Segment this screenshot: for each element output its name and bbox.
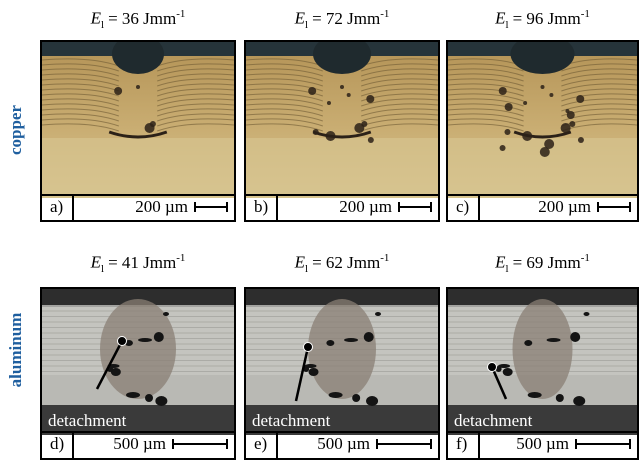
panel-letter: f) [456,434,467,454]
scale-label: 200 µm [339,197,432,217]
symbol: E [295,9,305,28]
scale-text: 200 µm [339,197,392,217]
scale-text: 200 µm [538,197,591,217]
superscript: -1 [380,252,389,264]
equation-text: = 69 Jmm [513,253,581,272]
micrograph-panel: c) 200 µm [446,40,639,222]
scale-strip: c) 200 µm [448,194,637,220]
scale-bar [575,439,631,449]
subscript: l [101,263,104,275]
row-label: aluminum [6,313,26,388]
panel-header: El = 72 Jmm-1 [244,8,440,31]
subscript: l [506,263,509,275]
scale-label: 500 µm [113,434,228,454]
scale-text: 500 µm [113,434,166,454]
separator [72,196,74,220]
micrograph-panel: b) 200 µm [244,40,440,222]
scale-text: 500 µm [317,434,370,454]
scale-bar [194,202,228,212]
separator [276,196,278,220]
micrograph-panel: a) 200 µm [40,40,236,222]
scale-strip: e) 500 µm [246,431,438,458]
superscript: -1 [380,8,389,20]
equation-text: = 36 Jmm [108,9,176,28]
panel-letter: b) [254,197,268,217]
scale-text: 500 µm [516,434,569,454]
scale-strip: a) 200 µm [42,194,234,220]
micrograph-panel: detachment d) 500 µm [40,287,236,460]
panel-letter: c) [456,197,469,217]
subscript: l [305,263,308,275]
superscript: -1 [176,252,185,264]
separator [478,433,480,458]
figure: copperEl= 36 Jmm-1a)200 µmEl= 72 Jmm-1b)… [0,0,639,463]
scale-label: 500 µm [516,434,631,454]
row-label: copper [6,105,26,155]
scale-bar [172,439,228,449]
micrograph [246,42,438,198]
scale-strip: d) 500 µm [42,431,234,458]
micrograph [448,42,637,198]
scale-bar [398,202,432,212]
panel-letter: d) [50,434,64,454]
superscript: -1 [581,8,590,20]
subscript: l [101,19,104,31]
symbol: E [295,253,305,272]
panel-header: El = 62 Jmm-1 [244,252,440,275]
scale-bar [376,439,432,449]
annotation: detachment [454,411,532,431]
panel-header: El = 69 Jmm-1 [446,252,639,275]
panel-header: El = 36 Jmm-1 [40,8,236,31]
panel-letter: e) [254,434,267,454]
scale-label: 200 µm [538,197,631,217]
scale-label: 200 µm [135,197,228,217]
panel-header: El = 96 Jmm-1 [446,8,639,31]
panel-letter: a) [50,197,63,217]
equation-text: = 41 Jmm [108,253,176,272]
micrograph-panel: detachment e) 500 µm [244,287,440,460]
annotation: detachment [48,411,126,431]
separator [276,433,278,458]
subscript: l [305,19,308,31]
scale-strip: b) 200 µm [246,194,438,220]
superscript: -1 [581,252,590,264]
scale-bar [597,202,631,212]
symbol: E [91,253,101,272]
scale-text: 200 µm [135,197,188,217]
symbol: E [495,9,505,28]
micrograph-panel: detachment f) 500 µm [446,287,639,460]
annotation: detachment [252,411,330,431]
symbol: E [91,9,101,28]
separator [72,433,74,458]
equation-text: = 72 Jmm [312,9,380,28]
equation-text: = 62 Jmm [312,253,380,272]
symbol: E [495,253,505,272]
scale-strip: f) 500 µm [448,431,637,458]
equation-text: = 96 Jmm [513,9,581,28]
panel-header: El = 41 Jmm-1 [40,252,236,275]
micrograph [42,42,234,198]
separator [478,196,480,220]
subscript: l [506,19,509,31]
scale-label: 500 µm [317,434,432,454]
superscript: -1 [176,8,185,20]
